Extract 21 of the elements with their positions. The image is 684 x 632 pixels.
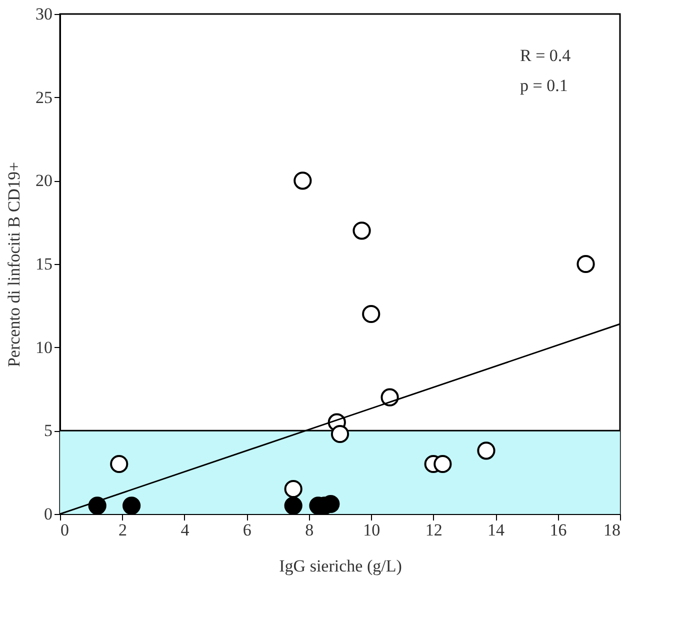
x-tick-label: 18 <box>604 520 620 540</box>
y-tick-label: 25 <box>36 88 52 107</box>
x-tick-label: 8 <box>305 520 314 540</box>
y-tick-label: 20 <box>36 171 52 190</box>
y-axis-title: Percento di linfociti B CD19+ <box>4 162 24 368</box>
y-tick-label: 15 <box>36 254 52 274</box>
annotation: R = 0.4 <box>520 46 572 65</box>
x-tick-label: 6 <box>242 520 252 540</box>
y-tick-label: 30 <box>36 4 52 24</box>
x-tick-label: 12 <box>425 520 442 540</box>
y-tick-label: 5 <box>44 421 52 440</box>
x-axis-title: IgG sieriche (g/L) <box>279 556 402 576</box>
x-tick-label: 14 <box>488 520 506 540</box>
x-tick-label: 2 <box>118 520 127 540</box>
annotation: p = 0.1 <box>520 76 568 95</box>
x-tick-label: 4 <box>180 520 190 540</box>
x-tick-label: 0 <box>60 520 69 540</box>
x-tick-label: 10 <box>363 520 380 540</box>
y-tick-label: 0 <box>44 504 52 524</box>
y-tick-label: 10 <box>36 338 52 357</box>
x-tick-label: 16 <box>550 520 567 540</box>
